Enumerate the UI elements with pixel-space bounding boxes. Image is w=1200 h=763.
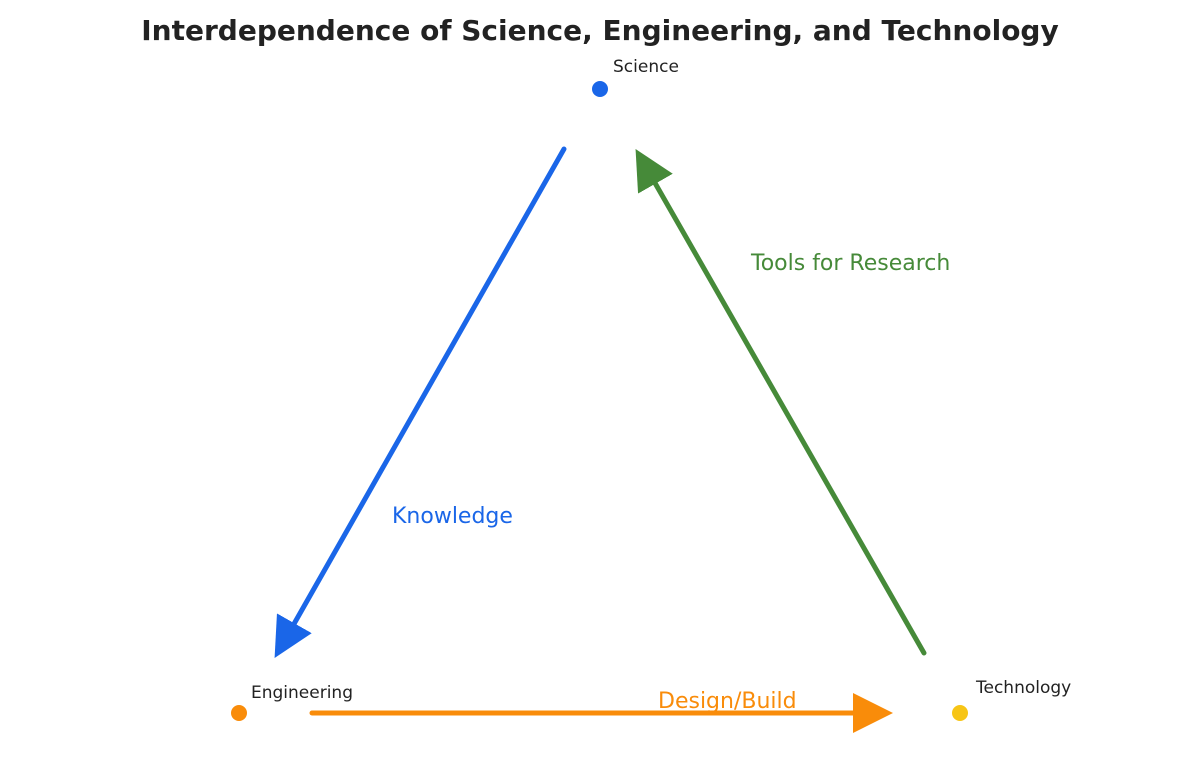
science-dot-icon bbox=[592, 81, 608, 97]
design-build-label: Design/Build bbox=[658, 689, 797, 714]
edge-design-build: Design/Build bbox=[309, 689, 893, 733]
tools-arrow-icon bbox=[635, 148, 927, 656]
technology-label: Technology bbox=[975, 678, 1071, 698]
node-science: Science bbox=[592, 57, 679, 97]
tools-for-research-label: Tools for Research bbox=[750, 251, 950, 276]
diagram-title: Interdependence of Science, Engineering,… bbox=[141, 14, 1058, 47]
engineering-label: Engineering bbox=[251, 683, 353, 703]
node-technology: Technology bbox=[952, 678, 1071, 721]
knowledge-arrow-icon bbox=[274, 146, 567, 659]
node-engineering: Engineering bbox=[231, 683, 353, 721]
knowledge-label: Knowledge bbox=[392, 504, 513, 529]
edge-tools-for-research: Tools for Research bbox=[635, 148, 950, 656]
engineering-dot-icon bbox=[231, 705, 247, 721]
technology-dot-icon bbox=[952, 705, 968, 721]
science-label: Science bbox=[613, 57, 679, 77]
edge-knowledge: Knowledge bbox=[274, 146, 567, 659]
